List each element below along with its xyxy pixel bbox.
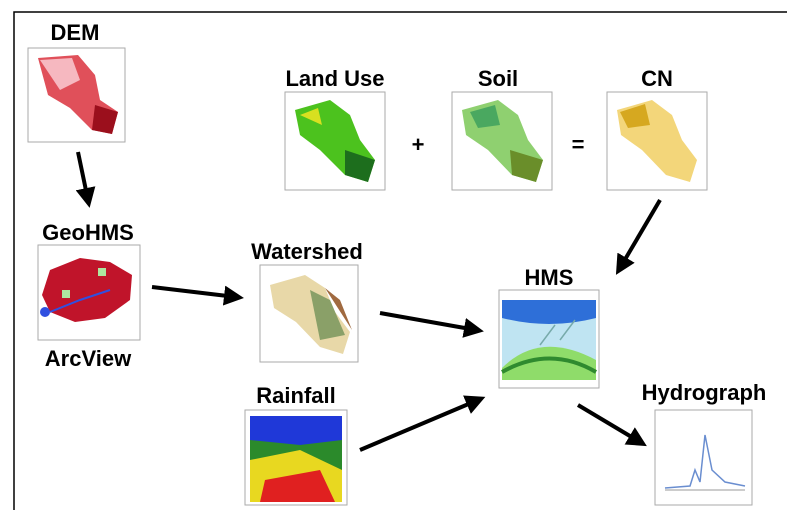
frame [13, 11, 787, 510]
arrow [576, 403, 647, 447]
node-label: Watershed [251, 239, 363, 264]
cn-thumbnail [606, 91, 708, 191]
operator: + [412, 132, 425, 157]
land-use-thumbnail [284, 91, 386, 191]
geohms-thumbnail [37, 244, 141, 341]
node-label: DEM [51, 20, 100, 45]
watershed-thumbnail [259, 264, 359, 363]
dem-thumbnail [27, 47, 126, 143]
node-label: CN [641, 66, 673, 91]
arrow [379, 311, 484, 338]
hms-thumbnail [498, 289, 600, 389]
arrow [151, 285, 244, 306]
hydrograph-thumbnail [654, 409, 753, 506]
rainfall-thumbnail [244, 409, 348, 506]
node-label: Rainfall [256, 383, 335, 408]
arrow [359, 395, 486, 452]
soil-thumbnail [451, 91, 553, 191]
node-label: Soil [478, 66, 518, 91]
node-label: Hydrograph [642, 380, 767, 405]
operator: = [572, 132, 585, 157]
arrow [615, 198, 662, 275]
node-label: ArcView [45, 346, 132, 371]
node-label: Land Use [285, 66, 384, 91]
node-label: GeoHMS [42, 220, 134, 245]
arrow [75, 151, 96, 208]
node-label: HMS [525, 265, 574, 290]
